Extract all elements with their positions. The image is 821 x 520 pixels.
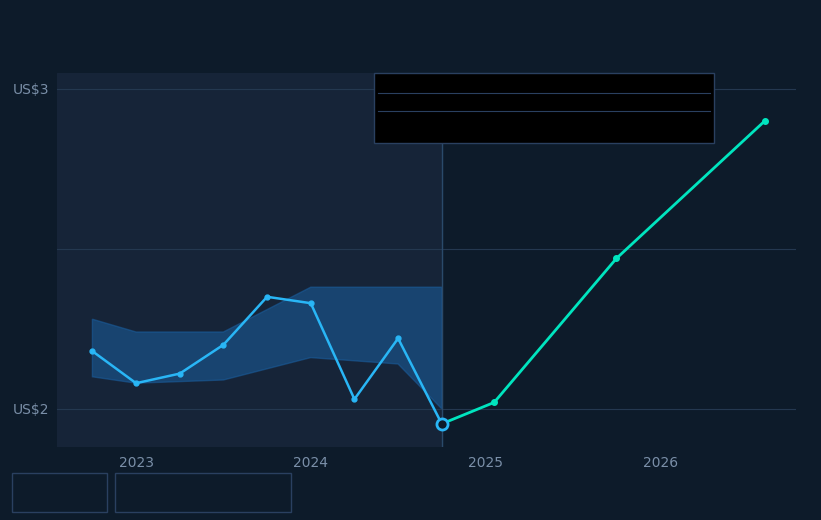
Text: EPS: EPS: [41, 486, 64, 499]
Text: EPS: EPS: [383, 95, 406, 108]
Text: Analysts' EPS Range: Analysts' EPS Range: [144, 486, 271, 499]
Text: Analysts' EPS Range: Analysts' EPS Range: [383, 113, 511, 126]
Text: Actual: Actual: [399, 95, 438, 108]
Text: No data: No data: [530, 113, 579, 126]
Text: ●: ●: [21, 486, 33, 499]
Text: US$1.953: US$1.953: [530, 95, 590, 108]
Text: Analysts Forecasts: Analysts Forecasts: [445, 95, 562, 108]
Text: Sep 30 2024: Sep 30 2024: [383, 77, 476, 90]
Polygon shape: [93, 287, 442, 409]
Text: ●: ●: [124, 486, 135, 499]
Bar: [57, 73, 442, 447]
